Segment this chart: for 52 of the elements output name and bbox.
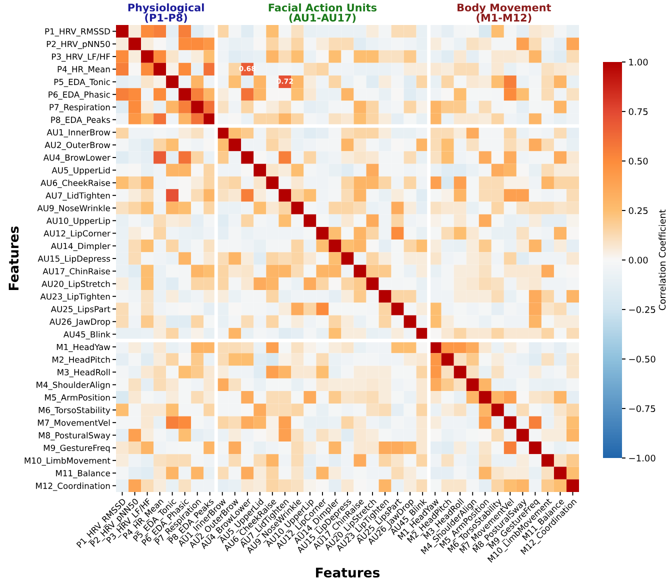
y-tick-label: AU45_Blink [63,331,110,340]
color-bar-label: −0.25 [629,306,656,314]
y-tick-label: P5_EDA_Tonic [54,78,110,87]
y-tick-label: AU15_LipDepress [38,255,110,264]
y-tick-label: M9_GestureFreq [44,444,110,453]
color-bar-label: −0.75 [629,405,656,412]
y-tick-label: P8_EDA_Peaks [51,116,110,125]
y-tick-label: AU7_LidTighten [46,192,110,201]
y-tick-label: P2_HRV_pNN50 [46,40,110,49]
color-bar-label: 0.50 [628,158,648,165]
y-tick-label: AU23_LipTighten [40,293,110,302]
y-tick-label: M4_ShoulderAlign [36,382,110,390]
y-tick-label: P6_EDA_Phasic [48,91,110,100]
y-tick-label: M7_MovementVel [38,419,110,428]
y-tick-label: P1_HRV_RMSSD [45,28,110,36]
y-tick-label: AU14_Dimpler [50,242,110,252]
y-tick-label: AU25_LipsPart [50,306,110,314]
color-bar-label: −0.50 [629,356,656,363]
color-bar-label: 0.75 [628,108,648,116]
y-tick-label: M1_HeadYaw [56,344,110,352]
y-axis-title: Features [8,226,19,290]
y-tick-label: AU2_OuterBrow [44,142,110,150]
y-tick-label: M3_HeadRoll [58,368,110,378]
y-tick-label: AU4_BrowLower [43,154,110,163]
y-tick-label: AU10_UpperLip [46,217,110,226]
y-tick-label: AU6_CheekRaise [40,180,110,188]
y-tick-label: M5_ArmPosition [45,394,110,402]
y-tick-label: AU9_NoseWrinkle [37,204,110,214]
y-tick-label: AU20_LipStretch [42,280,110,289]
y-tick-label: M10_LimbMovement [24,457,110,466]
text: Facial Action Units (AU1-AU17) [268,3,377,23]
y-tick-label: AU26_JawDrop [50,318,110,327]
y-tick-label: M8_PosturalSway [38,432,110,440]
y-tick-label: M6_TorsoStability [38,406,110,416]
y-tick-label: P7_Respiration [50,104,110,112]
y-tick-label: M12_Coordination [36,482,110,491]
text: Body Movement (M1-M12) [458,3,552,23]
y-tick-label: P3_HRV_LF/HF [52,53,110,62]
color-bar-title: Correlation Coefficient [658,210,666,310]
y-tick-label: M11_Balance [56,470,110,478]
y-tick-label: M2_HeadPitch [52,356,110,365]
color-bar-label: 0.25 [628,207,648,214]
y-tick-label: P4_HR_Mean [58,66,110,74]
y-tick-label: AU12_LipCorner [44,230,110,238]
text: Physiological (P1-P8) [128,3,204,23]
y-tick-label: AU17_ChinRaise [42,268,110,276]
color-bar-label: 1.00 [629,58,648,66]
x-axis-title: Features [316,568,380,578]
y-tick-label: AU5_UpperLid [52,166,110,176]
color-bar-label: −1.00 [629,454,656,462]
color-bar-label: 0.00 [628,256,648,264]
y-tick-label: AU1_InnerBrow [46,129,110,138]
